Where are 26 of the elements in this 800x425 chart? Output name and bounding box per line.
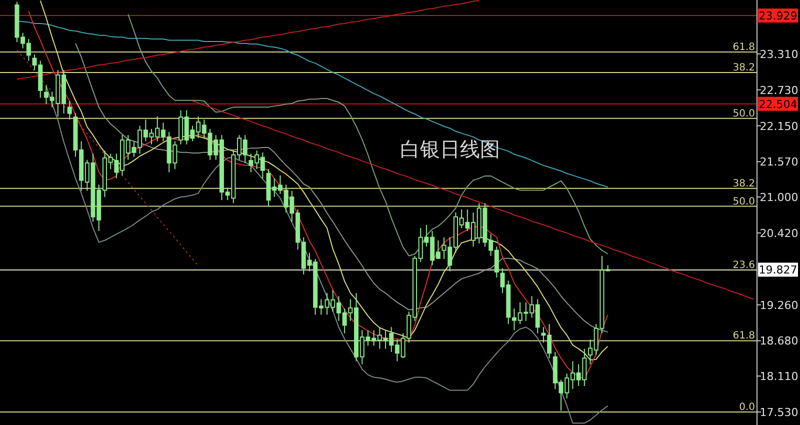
y-tick-label: 23.310 [760,48,798,61]
y-tick-label: 18.680 [760,334,798,348]
y-tick-label: 17.530 [760,406,798,419]
y-tick-label: 19.260 [760,298,798,312]
candlestick [67,100,72,120]
line-series [16,0,480,80]
y-tick-label: 22.730 [760,84,798,97]
annotation: 23.6 [732,260,755,272]
annotation: 50.0 [732,108,755,120]
y-tick-label: 22.150 [760,120,798,133]
ref-line-label: 23.929 [758,10,798,23]
text: 白银日线图 [400,137,500,161]
y-tick-label: 21.000 [760,191,798,204]
annotation: 50.0 [732,196,755,208]
annotation: 38.2 [732,62,755,74]
y-tick-label: 18.110 [760,370,798,384]
line-series [46,86,608,424]
y-tick-label: 20.420 [760,226,798,240]
line-series [192,100,755,300]
ref-line-label: 19.827 [758,264,798,277]
annotation: 38.2 [732,178,755,190]
annotation: 61.8 [732,42,755,54]
ref-line-label: 22.504 [758,98,798,111]
annotation: 0.0 [739,402,755,413]
annotation: 61.8 [732,330,755,342]
y-tick-label: 21.570 [760,156,798,169]
